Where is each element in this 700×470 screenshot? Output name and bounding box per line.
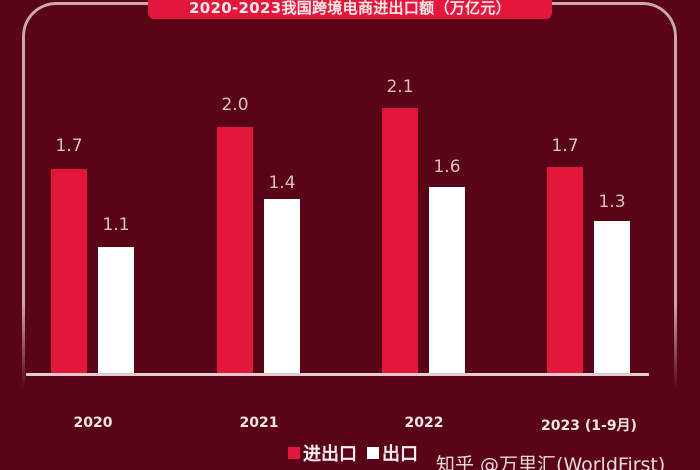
- value-label-2022-export: 1.6: [433, 157, 461, 177]
- bar-2020-export: [98, 247, 134, 374]
- bar-2020-import-export: [51, 169, 87, 374]
- bar-2022-import-export: [382, 108, 418, 374]
- legend-label-export: 出口: [382, 444, 418, 465]
- watermark: 知乎 @万里汇(WorldFirst): [436, 454, 666, 470]
- legend-item-import-export: 进出口: [288, 440, 357, 466]
- value-label-2021-import-export: 2.0: [221, 95, 249, 115]
- chart-title-text: 2020-2023我国跨境电商进出口额（万亿元）: [189, 0, 511, 17]
- value-label-2021-export: 1.4: [268, 173, 296, 193]
- value-label-2020-import-export: 1.7: [55, 136, 83, 156]
- x-axis-line-right: [324, 373, 649, 376]
- legend-swatch-red: [288, 447, 300, 459]
- value-label-2023-import-export: 1.7: [551, 136, 579, 156]
- legend-item-export: 出口: [367, 440, 418, 466]
- bar-2023-export: [594, 221, 630, 374]
- x-tick-2020: 2020: [73, 415, 113, 431]
- value-label-2022-import-export: 2.1: [386, 77, 414, 97]
- bar-2022-export: [429, 187, 465, 374]
- bar-2021-export: [264, 199, 300, 374]
- chart-title: 2020-2023我国跨境电商进出口额（万亿元）: [148, 0, 552, 19]
- x-tick-2022: 2022: [404, 415, 444, 431]
- value-label-2023-export: 1.3: [598, 192, 626, 212]
- x-tick-2021: 2021: [239, 415, 279, 431]
- legend: 进出口 出口: [288, 440, 428, 466]
- legend-swatch-white: [367, 447, 379, 459]
- legend-label-import-export: 进出口: [303, 444, 357, 465]
- bar-2023-import-export: [547, 167, 583, 374]
- x-tick-2023: 2023 (1-9月): [541, 418, 637, 434]
- bar-2021-import-export: [217, 127, 253, 374]
- x-axis-line: [26, 373, 324, 376]
- value-label-2020-export: 1.1: [102, 215, 130, 235]
